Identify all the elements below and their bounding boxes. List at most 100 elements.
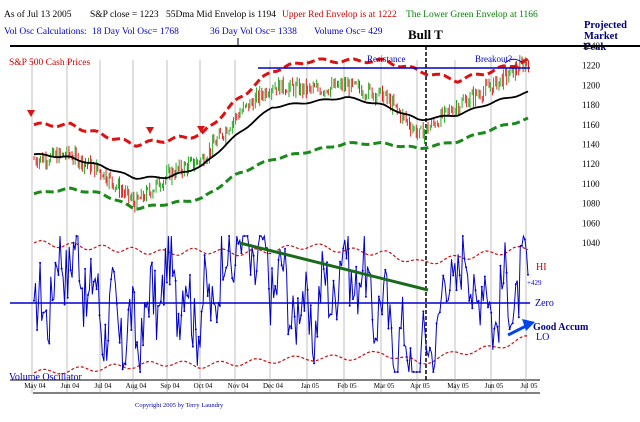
osc-point xyxy=(252,254,255,257)
osc-point xyxy=(148,315,150,318)
volume-oscillator-label: Volume Oscillator xyxy=(9,372,82,383)
osc-point xyxy=(104,323,107,326)
x-tick-label: Aug 04 xyxy=(126,382,147,390)
vol-36-value: 36 Day Vol Osc= 1338 xyxy=(210,27,297,37)
breakout-arrow-curve xyxy=(504,58,523,64)
osc-point xyxy=(381,313,384,316)
osc-point xyxy=(54,261,57,264)
osc-point xyxy=(348,304,351,307)
osc-point xyxy=(231,277,234,280)
osc-point xyxy=(69,269,72,272)
osc-point xyxy=(157,305,159,307)
osc-point xyxy=(371,318,374,321)
osc-point xyxy=(332,279,335,282)
osc-point xyxy=(113,270,115,273)
osc-point xyxy=(412,371,415,373)
price-bars xyxy=(33,55,529,213)
vol-18-value: 18 Day Vol Osc= 1768 xyxy=(92,27,179,37)
osc-point xyxy=(151,261,153,264)
osc-point xyxy=(130,329,133,331)
osc-point xyxy=(222,278,224,281)
osc-point xyxy=(418,371,421,373)
osc-point xyxy=(101,353,104,356)
osc-point xyxy=(326,261,328,264)
plus429-label: +429 xyxy=(527,279,542,287)
x-tick-label: Jun 05 xyxy=(485,382,504,390)
osc-point xyxy=(203,254,206,257)
osc-point xyxy=(197,335,200,338)
osc-point xyxy=(186,294,189,297)
y-tick-labels: 1240 1220 1200 1180 1160 1140 1120 1100 1080 1060… xyxy=(582,41,601,248)
osc-point xyxy=(200,310,203,313)
osc-point xyxy=(322,268,325,270)
osc-point xyxy=(435,322,438,325)
osc-point xyxy=(177,312,180,315)
osc-point xyxy=(303,309,306,312)
osc-point xyxy=(274,285,277,287)
osc-point xyxy=(455,289,458,292)
osc-point xyxy=(277,258,280,261)
osc-point xyxy=(361,269,364,272)
osc-point xyxy=(48,342,51,345)
osc-point xyxy=(118,341,121,344)
osc-point xyxy=(490,311,493,314)
osc-point xyxy=(496,325,499,328)
lower-envelope-value: The Lower Green Envelop at 1166 xyxy=(406,10,538,20)
osc-point xyxy=(517,316,520,319)
x-tick-label: Jul 05 xyxy=(521,382,538,390)
upper-envelope-value: Upper Red Envelop is at 1222 xyxy=(282,10,397,20)
osc-point xyxy=(480,285,483,288)
osc-point xyxy=(154,269,156,272)
osc-point xyxy=(180,314,183,317)
osc-point xyxy=(493,327,496,330)
x-tick-label: Mar 05 xyxy=(374,382,395,390)
osc-point xyxy=(487,306,489,309)
mid-envelope-line xyxy=(33,90,529,180)
y-tick-label: 1100 xyxy=(582,179,600,189)
x-tick-label: Nov 04 xyxy=(228,382,249,390)
osc-point xyxy=(306,288,309,291)
y-tick-label: 1140 xyxy=(582,140,600,150)
sell-marker-3 xyxy=(197,126,205,133)
osc-point xyxy=(142,344,145,347)
osc-point xyxy=(267,287,270,290)
osc-point xyxy=(287,333,290,336)
osc-point xyxy=(351,298,354,301)
osc-point xyxy=(225,266,228,269)
osc-point xyxy=(81,287,84,290)
osc-point xyxy=(95,288,98,291)
osc-point xyxy=(139,371,142,373)
osc-point xyxy=(502,282,505,285)
sell-marker-2 xyxy=(146,127,154,134)
osc-point xyxy=(505,271,508,274)
osc-point xyxy=(355,265,358,268)
osc-point xyxy=(514,283,517,286)
as-of-date: As of Jul 13 2005 xyxy=(4,10,72,20)
osc-point xyxy=(159,300,162,303)
osc-point xyxy=(191,345,194,348)
osc-point xyxy=(358,282,361,285)
osc-point xyxy=(339,260,341,263)
x-tick-label: Sep 04 xyxy=(160,382,180,390)
osc-point xyxy=(183,310,186,313)
projected-line1: Projected xyxy=(584,20,627,31)
osc-point xyxy=(335,318,338,321)
osc-point xyxy=(215,321,218,324)
osc-point xyxy=(406,359,409,362)
osc-point xyxy=(432,371,435,373)
osc-point xyxy=(261,238,264,241)
sell-marker-1 xyxy=(27,110,35,117)
copyright: Copyright 2005 by Terry Laundry xyxy=(135,402,224,409)
projected-line2: Market Peak xyxy=(584,31,618,53)
projected-peak-label: Projected Market Peak xyxy=(584,20,640,53)
osc-point xyxy=(523,238,526,241)
osc-point xyxy=(442,274,445,277)
osc-point xyxy=(171,274,174,277)
osc-point xyxy=(98,314,101,317)
lo-label: LO xyxy=(536,332,549,343)
x-tick-label: Apr 05 xyxy=(410,382,430,390)
x-tick-label: Oct 04 xyxy=(194,382,213,390)
zero-label: Zero xyxy=(535,298,554,309)
osc-point xyxy=(415,371,418,373)
osc-point xyxy=(393,371,396,373)
